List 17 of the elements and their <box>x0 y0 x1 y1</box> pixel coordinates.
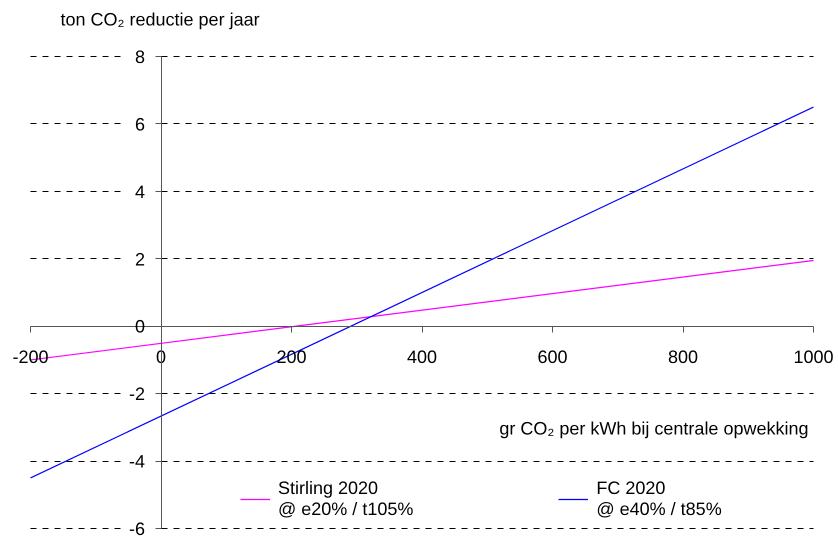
y-tick-label: -6 <box>128 519 146 539</box>
y-tick-label: -4 <box>128 452 146 472</box>
y-tick-label: 6 <box>134 114 146 134</box>
y-tick-label: -2 <box>128 384 146 404</box>
y-tick-label: 4 <box>134 182 146 202</box>
x-axis-title: gr CO₂ per kWh bij centrale opwekking <box>499 418 809 438</box>
x-tick-label: 800 <box>668 347 698 368</box>
y-axis-title: ton CO₂ reductie per jaar <box>60 10 260 30</box>
x-tick-label: 1000 <box>793 347 834 368</box>
x-tick-label: -200 <box>12 347 49 368</box>
x-tick-label: 600 <box>537 347 568 368</box>
y-tick-label: 8 <box>134 47 146 67</box>
x-tick-label: 400 <box>406 347 438 368</box>
legend-label: FC 2020 @ e40% / t85% <box>596 478 722 520</box>
legend-label: Stirling 2020 @ e20% / t105% <box>278 478 414 520</box>
x-tick-label: 200 <box>276 347 307 368</box>
y-tick-label: 2 <box>134 249 146 270</box>
